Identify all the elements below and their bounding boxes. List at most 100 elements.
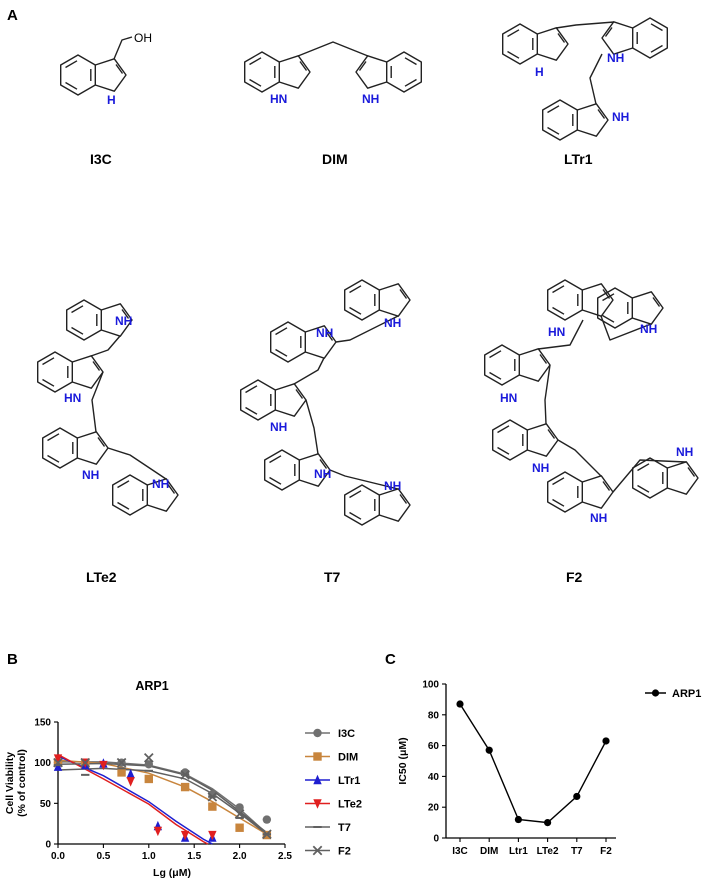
x-tick-label: T7 xyxy=(571,846,583,857)
legend-marker-i3c xyxy=(313,728,322,738)
legend-label-ltr1: LTr1 xyxy=(338,775,360,787)
molecule-t7: NH NH NH NH NH T7 xyxy=(239,279,411,585)
x-tick-label: LTe2 xyxy=(537,846,559,857)
data-point-i3c xyxy=(144,760,153,769)
panel-letter-a: A xyxy=(7,7,18,24)
data-point-lte2 xyxy=(208,830,217,841)
data-point-dim xyxy=(117,768,126,777)
data-point-lte2 xyxy=(53,754,63,764)
data-point-dim xyxy=(235,823,244,832)
x-tick-label: 2.0 xyxy=(233,851,247,862)
nh-label-5: NH xyxy=(384,479,401,493)
x-tick-label: I3C xyxy=(452,846,468,857)
chart-ic50: IC50 (μM) 0 20 40 60 80 100 I3C DIM Ltr1 LTe2 T7 F2… xyxy=(397,680,701,858)
series-line-arp1 xyxy=(459,703,607,824)
legend-marker-ltr1 xyxy=(313,774,322,785)
data-point-i3c xyxy=(262,815,272,824)
data-point-dim xyxy=(485,746,493,754)
x-tick-label: 1.5 xyxy=(187,851,201,862)
nh-label-4: NH xyxy=(152,477,169,491)
data-point-f2 xyxy=(80,757,91,768)
data-point-f2 xyxy=(234,809,245,819)
nh-label-6: NH xyxy=(676,445,693,459)
y-tick-label: 60 xyxy=(428,741,440,752)
panel-letter-c: C xyxy=(385,651,396,668)
chart-b-y-label-line1: Cell Viability xyxy=(4,752,16,814)
nh-label-4: NH xyxy=(314,467,331,481)
x-tick-label: 1.0 xyxy=(142,851,156,862)
data-point-lte2 xyxy=(99,760,108,771)
data-point-ltr1 xyxy=(53,761,63,771)
data-point-f2 xyxy=(207,791,218,802)
data-point-ltr1 xyxy=(514,815,523,824)
y-tick-label: 100 xyxy=(422,680,439,691)
y-tick-label: 20 xyxy=(428,803,440,814)
nh-label-3: NH xyxy=(612,110,629,124)
legend-marker-dim xyxy=(313,752,322,761)
nh-label-3: HN xyxy=(500,391,517,405)
hydroxyl-label: OH xyxy=(134,31,152,45)
nh-label-1: NH xyxy=(115,314,132,328)
legend-label-f2: F2 xyxy=(338,846,351,858)
fit-curve-lte2 xyxy=(57,753,209,845)
chart-c-y-label: IC50 (μM) xyxy=(397,737,409,784)
nh-label-left: HN xyxy=(270,92,287,106)
y-tick-label: 0 xyxy=(433,834,439,845)
y-tick-label: 100 xyxy=(34,758,51,769)
molecule-dim: HN NH DIM xyxy=(243,41,422,167)
nh-label-3: NH xyxy=(82,468,99,482)
nh-label-1: NH xyxy=(384,316,401,330)
data-point-lte2 xyxy=(153,826,163,837)
data-point-i3c xyxy=(456,700,464,708)
molecule-label-lte2: LTe2 xyxy=(86,569,117,585)
legend-label-i3c: I3C xyxy=(338,728,355,740)
x-tick-label: DIM xyxy=(480,846,498,857)
x-tick-label: 2.5 xyxy=(278,851,292,862)
data-point-f2 xyxy=(53,757,63,768)
legend-marker-arp1 xyxy=(651,689,660,697)
x-tick-label: 0.0 xyxy=(51,851,65,862)
molecule-label-f2: F2 xyxy=(566,569,583,585)
nh-label-5: NH xyxy=(590,511,607,525)
data-point-f2 xyxy=(180,770,190,780)
fit-curve-i3c xyxy=(58,761,268,834)
molecule-label-ltr1: LTr1 xyxy=(564,151,593,167)
data-point-dim xyxy=(180,782,190,792)
y-tick-label: 40 xyxy=(428,772,440,783)
nh-label-2: NH xyxy=(640,322,657,336)
chart-b-y-label-line2: (% of control) xyxy=(16,749,28,817)
molecule-lte2: NH HN NH NH LTe2 xyxy=(37,299,179,585)
panel-letter-b: B xyxy=(7,651,18,668)
nh-label-2: HN xyxy=(64,391,81,405)
legend-label-dim: DIM xyxy=(338,752,358,764)
molecule-i3c: OH H I3C xyxy=(60,31,152,167)
data-point-f2 xyxy=(262,829,272,840)
data-point-i3c xyxy=(235,803,244,812)
nh-label-4: NH xyxy=(532,461,549,475)
x-tick-label: Ltr1 xyxy=(509,846,528,857)
nh-label-1: HN xyxy=(548,325,565,339)
data-point-lte2 xyxy=(180,830,190,841)
data-point-dim xyxy=(208,802,217,811)
legend-marker-f2 xyxy=(312,845,323,856)
data-point-f2 xyxy=(143,752,154,763)
nh-label-2: NH xyxy=(316,326,333,340)
legend-label-arp1: ARP1 xyxy=(672,688,701,700)
chart-b-title: ARP1 xyxy=(135,679,168,693)
data-point-ltr1 xyxy=(126,768,135,779)
chart-b-x-label: Lg (μM) xyxy=(153,867,191,879)
chart-cell-viability: ARP1 Cell Viability (% of control) Lg (μ… xyxy=(4,679,362,879)
y-tick-label: 150 xyxy=(34,718,51,729)
nh-label-1: H xyxy=(535,65,544,79)
nh-label-right: NH xyxy=(362,92,379,106)
molecule-label-t7: T7 xyxy=(324,569,341,585)
molecule-label-dim: DIM xyxy=(322,151,348,167)
data-point-lte2 xyxy=(544,819,552,827)
molecule-label-i3c: I3C xyxy=(90,151,112,167)
data-point-f2 xyxy=(602,737,610,745)
nh-label-2: NH xyxy=(607,51,624,65)
y-tick-label: 50 xyxy=(40,799,52,810)
legend-label-lte2: LTe2 xyxy=(338,799,362,811)
molecule-ltr1: H NH NH LTr1 xyxy=(502,17,668,167)
